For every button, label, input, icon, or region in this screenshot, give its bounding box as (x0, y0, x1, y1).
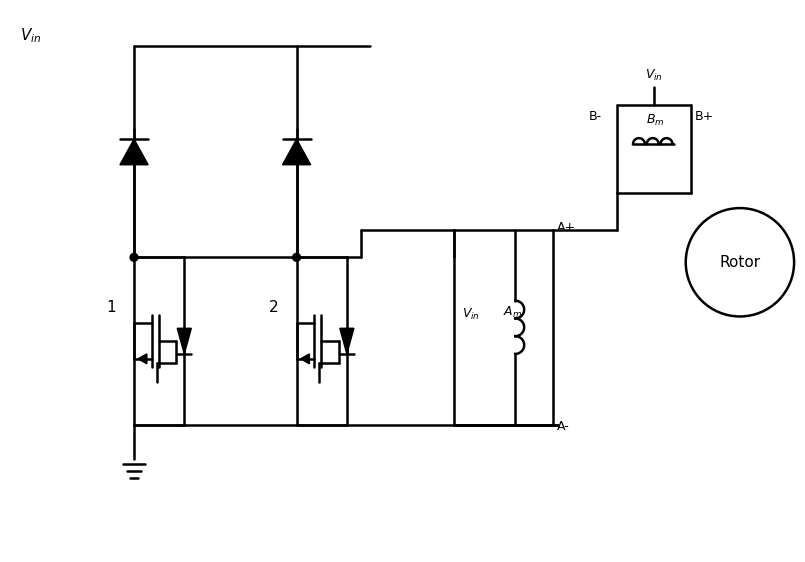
Circle shape (130, 253, 138, 261)
Text: A-: A- (557, 420, 569, 433)
Text: $V_{in}$: $V_{in}$ (20, 26, 41, 44)
Text: $A_{m}$: $A_{m}$ (503, 305, 522, 320)
Text: $V_{in}$: $V_{in}$ (645, 68, 663, 83)
Text: 2: 2 (269, 300, 279, 315)
Polygon shape (300, 354, 309, 364)
Text: B-: B- (589, 110, 602, 123)
Polygon shape (138, 354, 147, 364)
Polygon shape (120, 139, 148, 165)
Polygon shape (177, 328, 192, 354)
Polygon shape (283, 139, 311, 165)
Polygon shape (340, 328, 354, 354)
Text: A+: A+ (557, 221, 576, 234)
Text: $V_{in}$: $V_{in}$ (462, 306, 480, 321)
Text: Rotor: Rotor (720, 255, 761, 270)
Text: B+: B+ (695, 110, 714, 123)
Text: $B_{m}$: $B_{m}$ (646, 112, 665, 128)
Circle shape (293, 253, 300, 261)
Text: 1: 1 (106, 300, 116, 315)
